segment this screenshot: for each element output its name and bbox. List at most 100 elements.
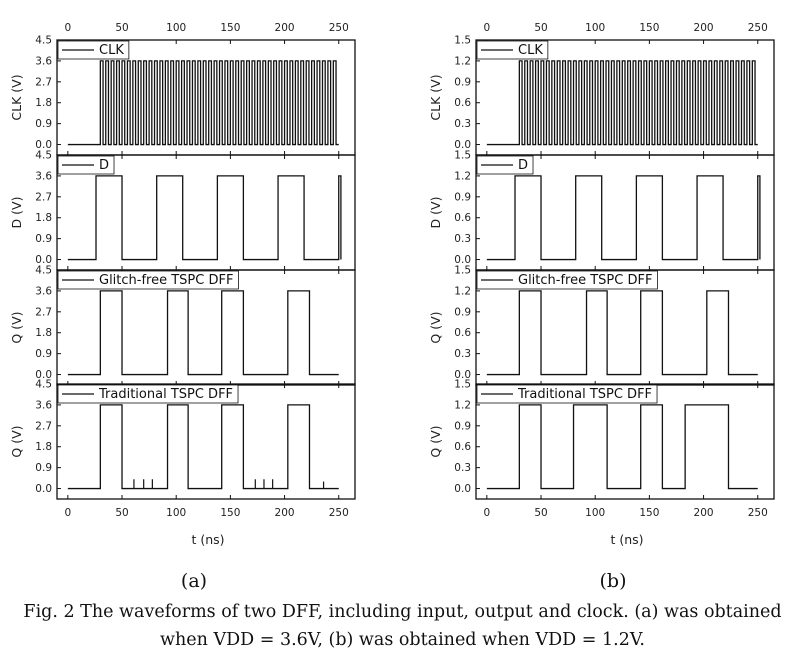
fig-a-q-glitch-free-ytick-label: 0.0 xyxy=(35,369,52,381)
fig-b-clk-ytick-label: 1.2 xyxy=(454,55,471,67)
fig-a-q-traditional-legend-label: Traditional TSPC DFF xyxy=(98,387,233,402)
fig-b-q-traditional-ytick-label: 1.2 xyxy=(454,399,471,411)
fig-a-bottom-xtick-label: 0 xyxy=(64,507,71,519)
fig-a-d-legend-label: D xyxy=(99,158,109,173)
fig-b-bottom-xtick-label: 250 xyxy=(748,507,768,519)
fig-b-q-traditional-ytick-label: 0.9 xyxy=(454,420,471,432)
fig-b-q-glitch-free-ytick-label: 1.5 xyxy=(454,265,471,277)
fig-a-d-ytick-label: 4.5 xyxy=(35,150,52,162)
fig-a-q-glitch-free-legend-box xyxy=(57,270,239,290)
fig-a-bottom-xtick-label: 200 xyxy=(275,507,295,519)
fig-a-bottom-xtick-label: 150 xyxy=(220,507,240,519)
fig-a-d-ytick-label: 0.0 xyxy=(35,254,52,266)
fig-a-clk-waveform xyxy=(67,60,339,146)
fig-a-q-traditional-ytick-label: 2.7 xyxy=(35,420,52,432)
figure-caption-line-2: when VDD = 3.6V, (b) was obtained when V… xyxy=(160,630,645,650)
fig-b-q-glitch-free-ytick-label: 0.0 xyxy=(454,369,471,381)
fig-a-q-glitch-free-ytick-label: 0.9 xyxy=(35,348,52,360)
fig-b-clk-ytick-label: 0.9 xyxy=(454,76,471,88)
fig-a-q-glitch-free-legend-label: Glitch-free TSPC DFF xyxy=(99,273,233,288)
fig-b-q-glitch-free-legend-box xyxy=(476,270,658,290)
fig-b-clk-ytick-label: 0.6 xyxy=(454,97,471,109)
fig-a-q-glitch-free-ytick-label: 4.5 xyxy=(35,265,52,277)
fig-a-top-xtick-label: 100 xyxy=(166,22,186,34)
fig-a-d-ylabel: D (V) xyxy=(9,197,24,229)
fig-b-q-glitch-free-ytick-label: 0.6 xyxy=(454,327,471,339)
fig-a-top-xtick-label: 0 xyxy=(64,22,71,34)
fig-a-q-traditional-ytick-label: 4.5 xyxy=(35,379,52,391)
fig-b-top-xtick-label: 150 xyxy=(639,22,659,34)
fig-a-bottom-xtick-label: 100 xyxy=(166,507,186,519)
fig-b-d-ytick-label: 0.6 xyxy=(454,212,471,224)
fig-a-q-glitch-free-ytick-label: 2.7 xyxy=(35,306,52,318)
fig-a-top-xtick-label: 50 xyxy=(115,22,128,34)
fig-b-clk-ytick-label: 0.3 xyxy=(454,118,471,130)
panel-label-a: (a) xyxy=(180,570,208,592)
fig-a-top-xtick-label: 200 xyxy=(275,22,295,34)
fig-b-q-traditional-ytick-label: 1.5 xyxy=(454,379,471,391)
fig-b-bottom-xtick-label: 150 xyxy=(639,507,659,519)
fig-a-d-ytick-label: 1.8 xyxy=(35,212,52,224)
fig-a-xlabel: t (ns) xyxy=(191,532,224,547)
waveform-figure: 0.0 0.9 1.8 2.7 3.6 4.5 CLK (V) CLK 0.0 0.9 1.8 2.7… xyxy=(9,22,775,547)
fig-b-q-glitch-free-waveform xyxy=(486,290,758,376)
fig-b-d-ytick-label: 0.9 xyxy=(454,191,471,203)
fig-a-q-glitch-free-ytick-label: 1.8 xyxy=(35,327,52,339)
fig-b-bottom-xtick-label: 200 xyxy=(694,507,714,519)
fig-b-d-ytick-label: 0.0 xyxy=(454,254,471,266)
fig-b-clk-ytick-label: 1.5 xyxy=(454,35,471,47)
fig-a-clk-ytick-label: 2.7 xyxy=(35,76,52,88)
figure-caption-line-1: Fig. 2 The waveforms of two DFF, includi… xyxy=(23,602,782,622)
fig-b-d-ytick-label: 1.5 xyxy=(454,150,471,162)
fig-b-top-xtick-label: 200 xyxy=(694,22,714,34)
fig-b-top-xtick-label: 50 xyxy=(534,22,547,34)
fig-a-q-traditional-frame xyxy=(56,383,356,500)
fig-a-q-traditional-waveform xyxy=(67,404,339,490)
fig-a-d-ytick-label: 2.7 xyxy=(35,191,52,203)
fig-b-q-traditional-ytick-label: 0.3 xyxy=(454,462,471,474)
fig-a-top-xtick-label: 250 xyxy=(329,22,349,34)
fig-b-clk-waveform xyxy=(486,60,758,146)
panel-label-b: (b) xyxy=(599,570,627,592)
fig-a-clk-ytick-label: 0.9 xyxy=(35,118,52,130)
fig-b-top-xtick-label: 250 xyxy=(748,22,768,34)
fig-b-xlabel: t (ns) xyxy=(610,532,643,547)
fig-b-bottom-xtick-label: 100 xyxy=(585,507,605,519)
fig-a-d-ytick-label: 0.9 xyxy=(35,233,52,245)
fig-b-top-xtick-label: 0 xyxy=(483,22,490,34)
fig-b-q-traditional-ytick-label: 0.0 xyxy=(454,483,471,495)
fig-b-q-glitch-free-ytick-label: 1.2 xyxy=(454,285,471,297)
fig-b-d-waveform xyxy=(486,175,761,261)
fig-b-d-legend-label: D xyxy=(518,158,528,173)
fig-b-d-ytick-label: 1.2 xyxy=(454,170,471,182)
fig-a-q-traditional-legend-box xyxy=(57,384,239,404)
fig-a-clk-ytick-label: 3.6 xyxy=(35,55,52,67)
fig-a-q-glitch-free-ytick-label: 3.6 xyxy=(35,285,52,297)
fig-b-top-xtick-label: 100 xyxy=(585,22,605,34)
fig-a-bottom-xtick-label: 50 xyxy=(115,507,128,519)
fig-a-d-ytick-label: 3.6 xyxy=(35,170,52,182)
fig-b-q-traditional-legend-box xyxy=(476,384,658,404)
fig-b-q-glitch-free-legend-label: Glitch-free TSPC DFF xyxy=(518,273,652,288)
fig-b-q-traditional-frame xyxy=(475,383,775,500)
fig-a-clk-legend-label: CLK xyxy=(99,43,124,58)
fig-a-q-glitch-free-waveform xyxy=(67,290,339,376)
fig-a-clk-ylabel: CLK (V) xyxy=(9,74,24,120)
fig-b-q-glitch-free-ytick-label: 0.9 xyxy=(454,306,471,318)
fig-a-bottom-xtick-label: 250 xyxy=(329,507,349,519)
fig-a-clk-ytick-label: 0.0 xyxy=(35,139,52,151)
fig-a-q-traditional-ytick-label: 0.9 xyxy=(35,462,52,474)
fig-b-q-traditional-waveform xyxy=(486,404,758,490)
fig-a-clk-ytick-label: 4.5 xyxy=(35,35,52,47)
fig-b-bottom-xtick-label: 50 xyxy=(534,507,547,519)
fig-b-bottom-xtick-label: 0 xyxy=(483,507,490,519)
fig-a-q-traditional-ytick-label: 0.0 xyxy=(35,483,52,495)
fig-b-d-ylabel: D (V) xyxy=(428,197,443,229)
fig-a-clk-ytick-label: 1.8 xyxy=(35,97,52,109)
fig-b-q-traditional-ylabel: Q (V) xyxy=(428,425,443,457)
fig-b-clk-ylabel: CLK (V) xyxy=(428,74,443,120)
fig-b-clk-legend-label: CLK xyxy=(518,43,543,58)
fig-a-q-glitch-free-ylabel: Q (V) xyxy=(9,311,24,343)
fig-b-q-glitch-free-ylabel: Q (V) xyxy=(428,311,443,343)
fig-a-d-waveform xyxy=(67,175,342,261)
